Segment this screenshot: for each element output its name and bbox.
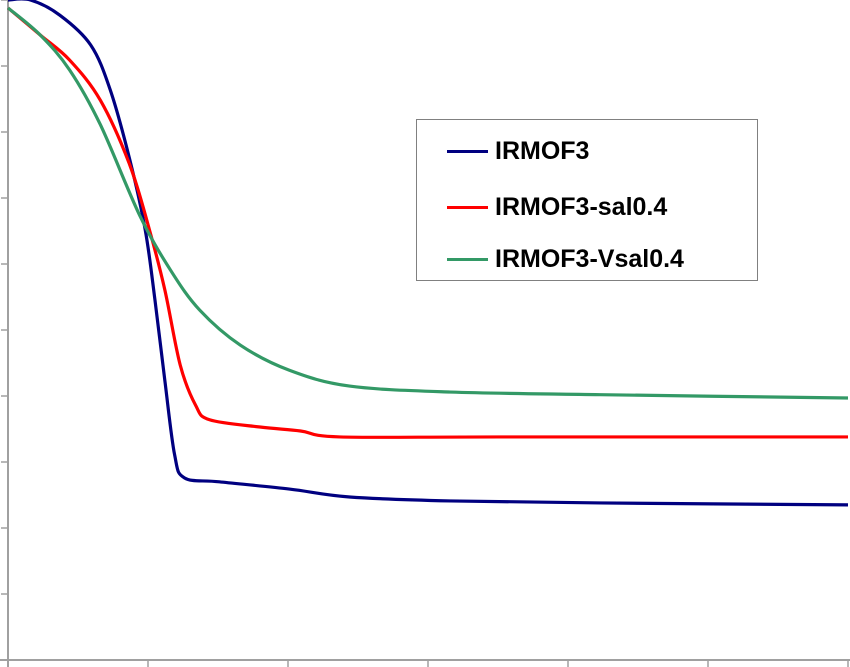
legend-label: IRMOF3-Vsal0.4 <box>495 244 684 273</box>
series-line-irmof3 <box>8 0 849 507</box>
series-line-irmof3-vsal0-4 <box>6 6 849 400</box>
legend: IRMOF3 IRMOF3-sal0.4 IRMOF3-Vsal0.4 <box>416 119 758 281</box>
legend-label: IRMOF3 <box>495 136 590 165</box>
legend-line-irmof3-sal <box>447 205 488 209</box>
legend-line-irmof3 <box>447 149 488 153</box>
legend-label: IRMOF3-sal0.4 <box>495 192 668 221</box>
legend-item: IRMOF3-Vsal0.4 <box>447 244 684 274</box>
series-line-irmof3-sal0-4 <box>6 6 848 439</box>
legend-item: IRMOF3 <box>447 136 589 166</box>
legend-line-irmof3-vsal <box>447 257 488 261</box>
legend-item: IRMOF3-sal0.4 <box>447 192 667 222</box>
